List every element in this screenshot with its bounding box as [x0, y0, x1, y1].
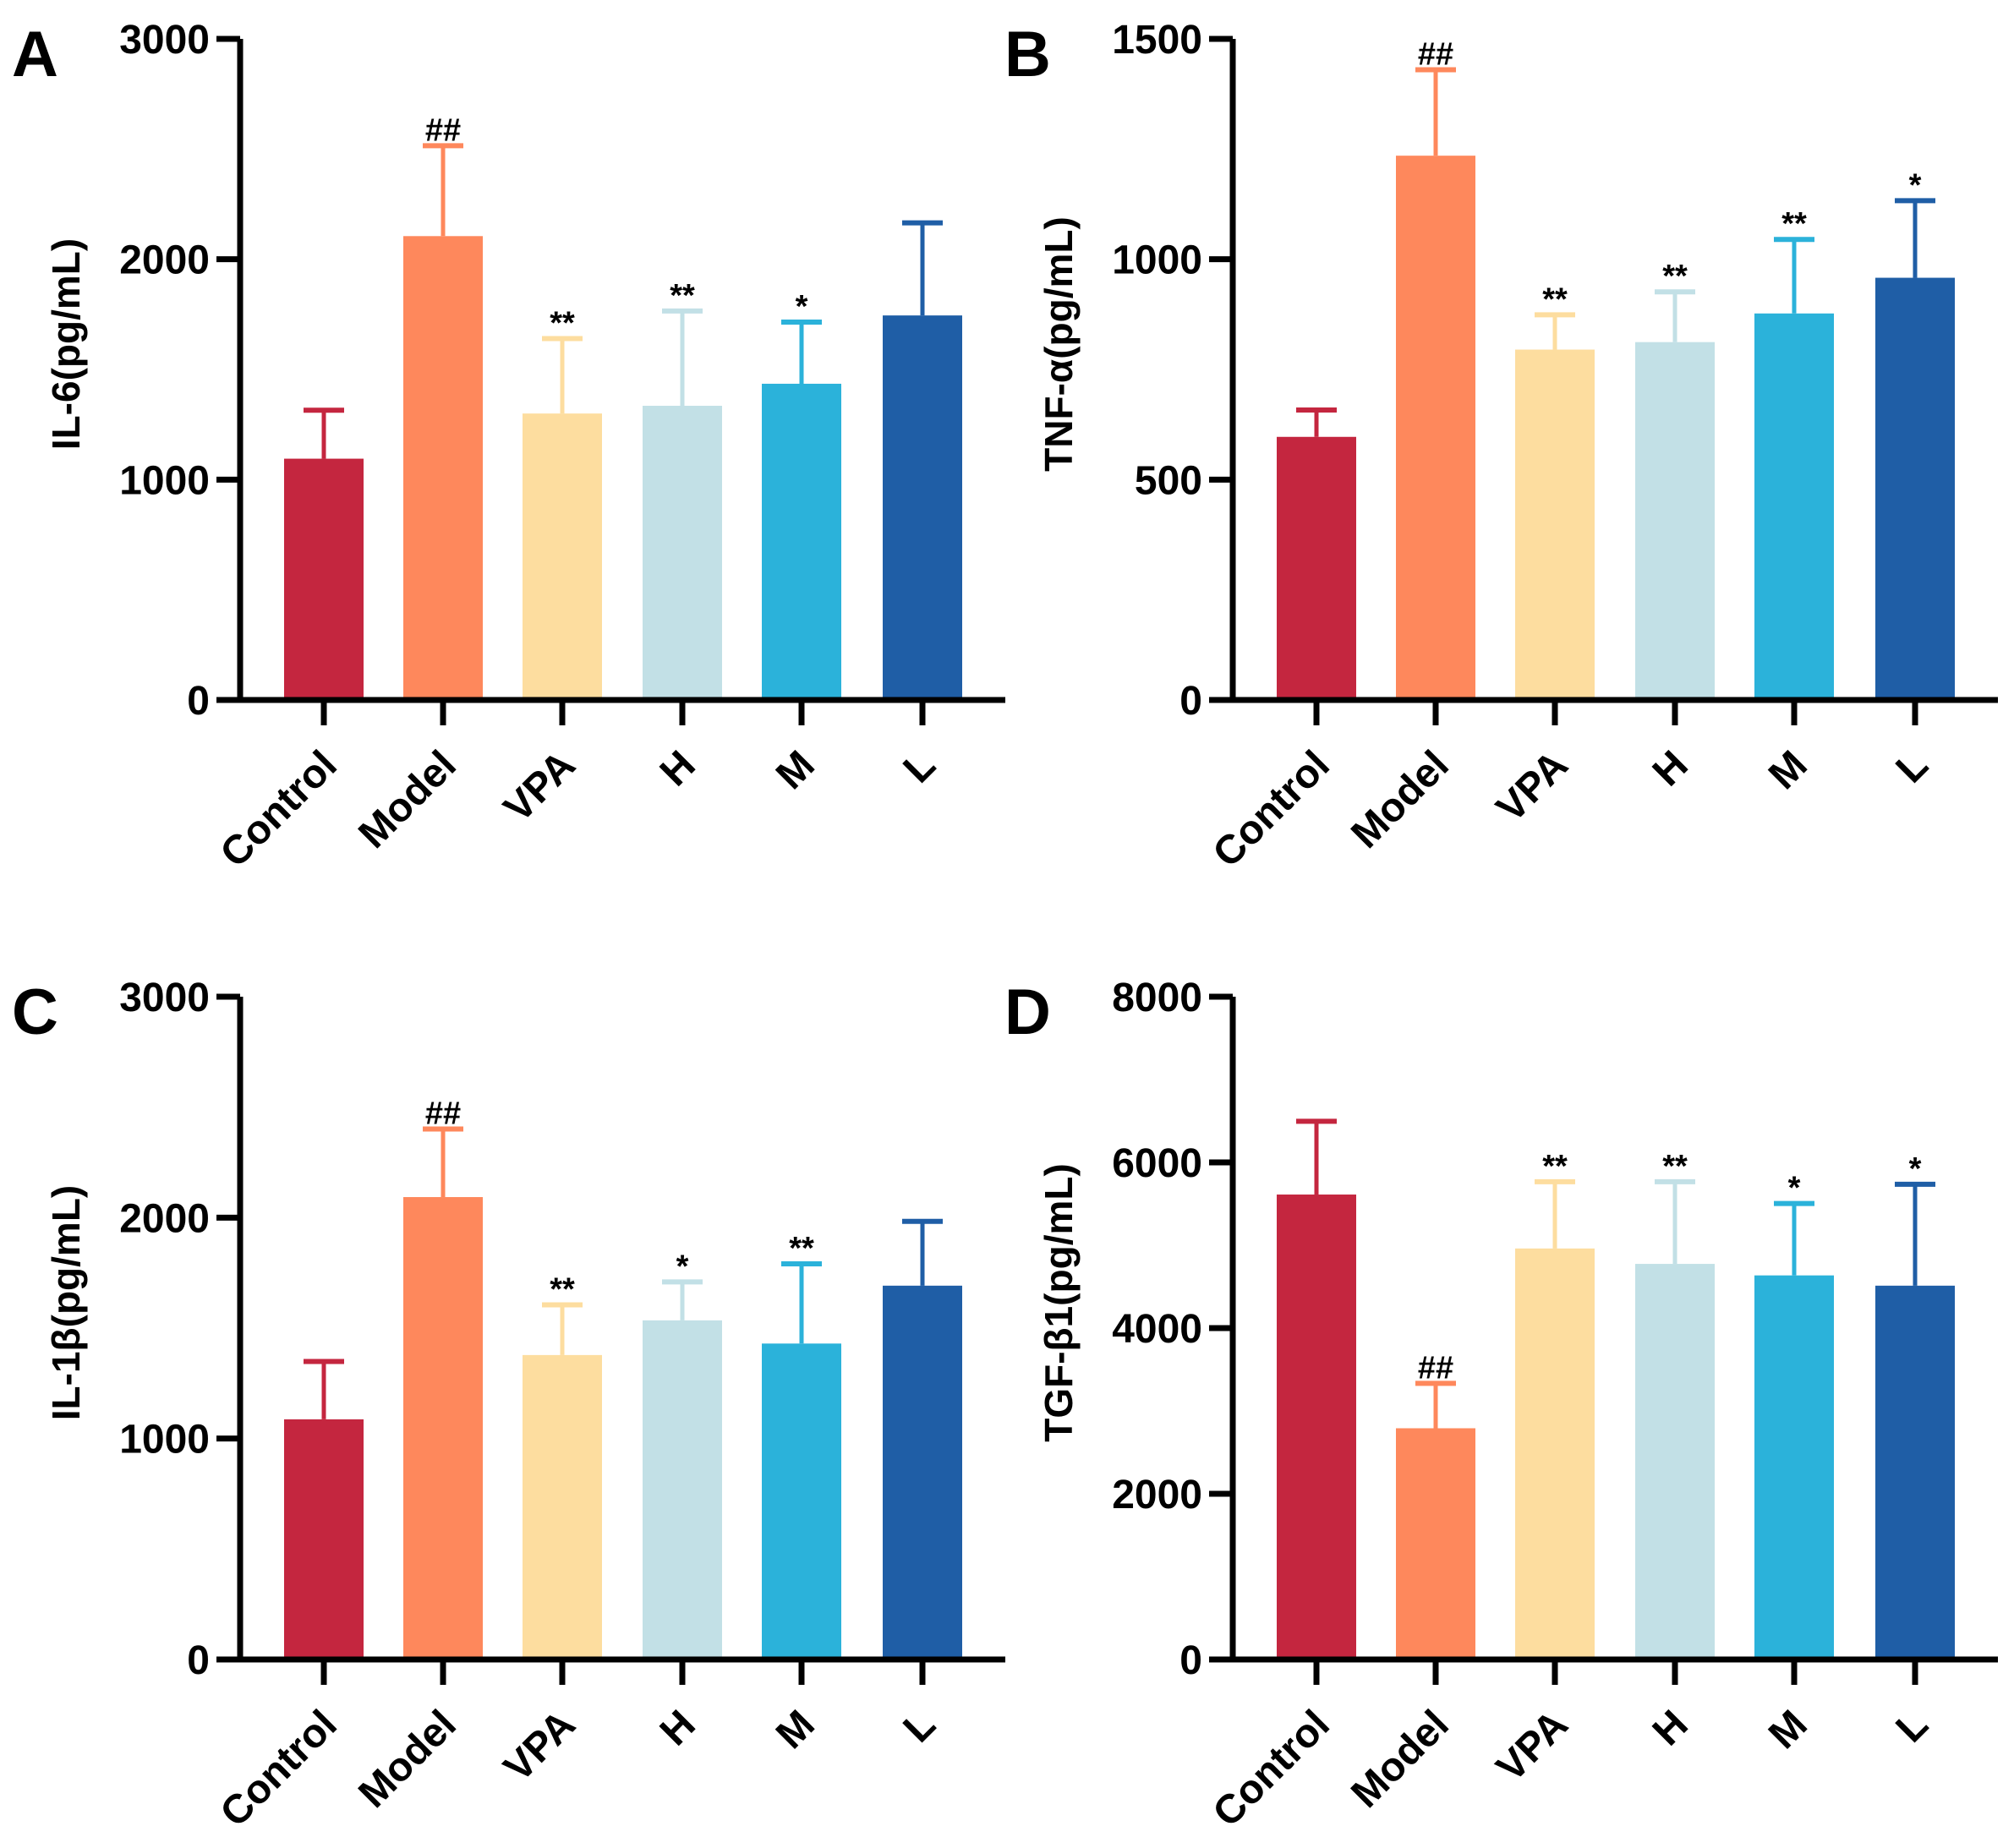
significance-mark: **: [1781, 206, 1807, 242]
bar-l: [1875, 277, 1955, 700]
bar-m: [762, 383, 841, 700]
x-tick-label: H: [1645, 742, 1697, 795]
x-tick-label: Model: [350, 1702, 465, 1817]
bar-vpa: [523, 1354, 602, 1659]
bar-m: [1754, 1275, 1834, 1659]
x-tick-label: L: [1888, 742, 1937, 791]
bar-m: [762, 1343, 841, 1659]
panel-a: A IL-6(pg/mL) Control ## Model ** VPA ** H * M L 0 10…: [12, 18, 1005, 876]
x-tick-label: Model: [1343, 1702, 1458, 1817]
panel-b: B TNF-α(pg/mL) Control ## Model ** VPA ** H ** M * L…: [1004, 18, 1998, 876]
panel-label: C: [12, 976, 58, 1048]
significance-mark: ##: [425, 112, 461, 148]
x-tick-label: M: [768, 742, 824, 798]
panel-c: C IL-1β(pg/mL) Control ## Model ** VPA * H ** M L 0 1…: [12, 976, 1005, 1835]
x-tick-label: Model: [1343, 742, 1458, 857]
x-tick-label: L: [895, 1702, 944, 1751]
bar-control: [284, 458, 364, 700]
x-tick-label: VPA: [495, 1702, 584, 1791]
y-tick-label: 8000: [1112, 976, 1202, 1020]
x-tick-label: M: [1760, 1702, 1816, 1758]
y-tick-label: 3000: [119, 976, 210, 1020]
significance-mark: *: [676, 1249, 689, 1284]
bar-control: [1277, 436, 1356, 700]
x-tick-label: L: [1888, 1702, 1937, 1751]
bar-model: [403, 236, 483, 701]
significance-mark: *: [796, 289, 808, 325]
y-tick-label: 0: [1179, 1638, 1202, 1683]
significance-mark: *: [1909, 167, 1922, 203]
y-tick-label: 2000: [119, 1196, 210, 1241]
y-axis-label: IL-1β(pg/mL): [44, 1185, 88, 1420]
significance-mark: ##: [425, 1096, 461, 1132]
bar-h: [1635, 342, 1715, 700]
significance-mark: **: [550, 1272, 575, 1308]
x-tick-label: M: [768, 1702, 824, 1758]
x-tick-label: Control: [212, 1702, 346, 1835]
panel-d: D TGF-β1(pg/mL) Control ## Model ** VPA ** H * M * L…: [1004, 976, 1998, 1835]
y-tick-label: 0: [187, 679, 210, 724]
significance-mark: **: [550, 306, 575, 342]
bar-model: [1396, 156, 1475, 701]
significance-mark: ##: [1418, 36, 1453, 72]
y-tick-label: 0: [1179, 679, 1202, 724]
y-tick-label: 1500: [1112, 18, 1202, 63]
significance-mark: ##: [1418, 1350, 1453, 1386]
significance-mark: **: [789, 1231, 814, 1266]
y-tick-label: 2000: [119, 238, 210, 283]
y-tick-label: 3000: [119, 18, 210, 63]
bar-control: [284, 1419, 364, 1659]
bar-h: [1635, 1264, 1715, 1659]
bar-l: [883, 1285, 962, 1659]
x-tick-label: VPA: [1488, 1702, 1577, 1791]
bar-model: [403, 1197, 483, 1659]
bar-h: [643, 1320, 722, 1659]
x-tick-label: Control: [1205, 742, 1338, 876]
bar-vpa: [1515, 349, 1595, 700]
significance-mark: **: [1542, 282, 1568, 317]
y-tick-label: 0: [187, 1638, 210, 1683]
bar-vpa: [523, 413, 602, 700]
y-tick-label: 6000: [1112, 1141, 1202, 1186]
x-tick-label: H: [652, 742, 704, 795]
y-tick-label: 1000: [1112, 238, 1202, 283]
bar-m: [1754, 313, 1834, 700]
y-tick-label: 4000: [1112, 1307, 1202, 1352]
x-tick-label: Control: [1205, 1702, 1338, 1835]
x-tick-label: Control: [212, 742, 346, 876]
significance-mark: **: [1542, 1149, 1568, 1184]
x-tick-label: H: [1645, 1702, 1697, 1754]
panel-label: A: [12, 19, 58, 90]
bar-h: [643, 406, 722, 700]
y-tick-label: 1000: [119, 458, 210, 503]
significance-mark: **: [1662, 1149, 1688, 1184]
x-tick-label: M: [1760, 742, 1816, 798]
y-axis-label: TNF-α(pg/mL): [1037, 216, 1081, 472]
bar-model: [1396, 1428, 1475, 1659]
significance-mark: **: [670, 278, 695, 314]
x-tick-label: Model: [350, 742, 465, 857]
y-tick-label: 2000: [1112, 1473, 1202, 1517]
significance-mark: **: [1662, 259, 1688, 294]
bar-l: [1875, 1285, 1955, 1659]
significance-mark: *: [1909, 1151, 1922, 1187]
bar-control: [1277, 1195, 1356, 1659]
y-axis-label: TGF-β1(pg/mL): [1037, 1163, 1081, 1442]
panel-label: B: [1004, 19, 1051, 90]
bar-vpa: [1515, 1248, 1595, 1659]
x-tick-label: H: [652, 1702, 704, 1754]
panel-label: D: [1004, 976, 1051, 1048]
y-tick-label: 1000: [119, 1418, 210, 1463]
significance-mark: *: [1788, 1171, 1801, 1206]
y-axis-label: IL-6(pg/mL): [44, 238, 88, 450]
x-tick-label: VPA: [495, 742, 584, 831]
x-tick-label: L: [895, 742, 944, 791]
y-tick-label: 500: [1135, 458, 1202, 503]
x-tick-label: VPA: [1488, 742, 1577, 831]
bar-l: [883, 315, 962, 700]
